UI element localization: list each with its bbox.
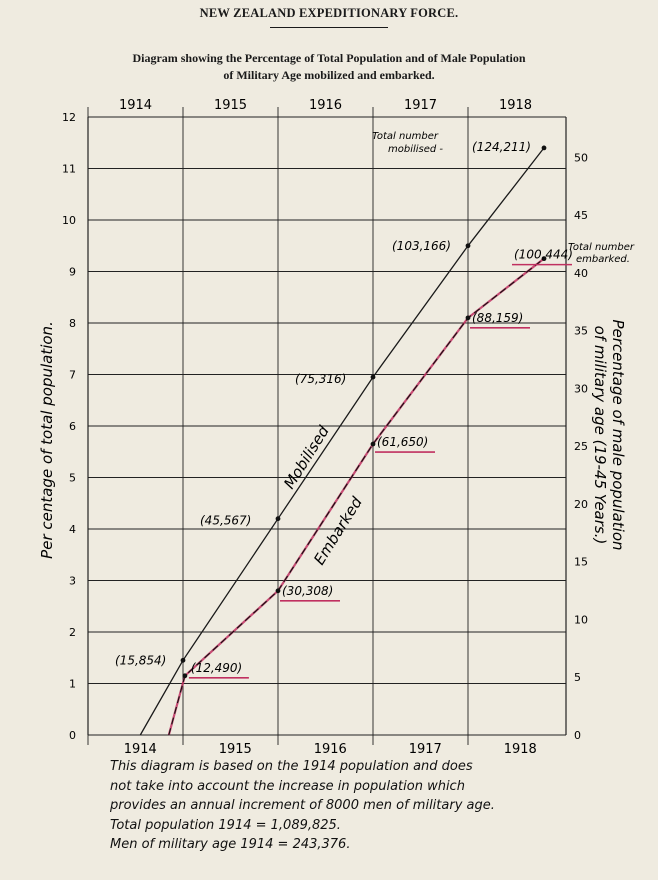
- tick-label-bottom: 1918: [504, 742, 537, 757]
- tick-label-left: 12: [62, 111, 76, 124]
- tick-label-right: 45: [574, 209, 588, 222]
- tick-label-left: 3: [69, 575, 76, 588]
- tick-label-top: 1916: [309, 98, 342, 113]
- data-point: [180, 657, 186, 663]
- tick-label-left: 4: [69, 523, 76, 536]
- title-underline: [270, 27, 388, 28]
- tick-label-right: 0: [574, 729, 581, 742]
- tick-label-right: 35: [574, 325, 588, 338]
- annotation-total-embarked-2: embarked.: [576, 254, 630, 265]
- tick-label-bottom: 1915: [219, 742, 252, 757]
- data-label-mobilised: (75,316): [295, 372, 346, 386]
- subtitle-line-1: Diagram showing the Percentage of Total …: [132, 51, 526, 65]
- chart-grid: [87, 116, 567, 736]
- data-label-embarked: (61,650): [377, 435, 428, 449]
- tick-label-left: 2: [69, 626, 76, 639]
- tick-label-left: 7: [69, 369, 76, 382]
- data-point: [370, 374, 376, 380]
- tick-label-right: 30: [574, 382, 588, 395]
- tick-label-left: 1: [69, 678, 76, 691]
- y-axis-title-right-2: of military age (19-45 Years.): [591, 326, 609, 545]
- data-point: [182, 673, 188, 679]
- tick-label-right: 25: [574, 440, 588, 453]
- series-label-embarked: Embarked: [310, 493, 366, 568]
- tick-label-left: 11: [62, 163, 76, 176]
- series-line-mobilised: [139, 147, 545, 736]
- data-point: [465, 243, 471, 249]
- footnote-line-5: Men of military age 1914 = 243,376.: [110, 837, 351, 852]
- data-label-embarked: (12,490): [191, 661, 242, 675]
- chart-axes: [87, 107, 469, 745]
- data-label-mobilised: (45,567): [200, 514, 251, 528]
- data-label-mobilised: (103,166): [392, 239, 451, 253]
- tick-label-left: 10: [62, 214, 76, 227]
- chart-subtitle: Diagram showing the Percentage of Total …: [40, 50, 618, 84]
- data-point: [275, 588, 281, 594]
- data-point: [541, 145, 547, 151]
- tick-label-left: 9: [69, 266, 76, 279]
- tick-label-right: 5: [574, 671, 581, 684]
- tick-label-top: 1915: [214, 98, 247, 113]
- footnote-line-1: This diagram is based on the 1914 popula…: [110, 759, 473, 774]
- data-label-mobilised: (15,854): [115, 653, 166, 667]
- tick-label-bottom: 1914: [124, 742, 157, 757]
- tick-label-bottom: 1916: [314, 742, 347, 757]
- tick-label-top: 1918: [499, 98, 532, 113]
- data-point: [465, 315, 471, 321]
- data-point: [275, 516, 281, 522]
- tick-label-top: 1914: [119, 98, 152, 113]
- annotation-total-embarked-1: Total number: [568, 242, 635, 253]
- annotation-total-mobilised-2: mobilised -: [388, 144, 443, 155]
- chart-title: NEW ZEALAND EXPEDITIONARY FORCE.: [199, 6, 459, 20]
- subtitle-line-2: of Military Age mobilized and embarked.: [223, 68, 435, 82]
- series-label-mobilised: Mobilised: [280, 422, 333, 492]
- tick-label-right: 10: [574, 613, 588, 626]
- data-point: [541, 256, 547, 262]
- data-label-mobilised: (124,211): [472, 140, 531, 154]
- data-label-embarked: (88,159): [472, 311, 523, 325]
- tick-label-right: 15: [574, 556, 588, 569]
- data-label-embarked: (30,308): [282, 584, 333, 598]
- y-axis-title-left: Per centage of total population.: [38, 321, 56, 559]
- tick-label-left: 5: [69, 472, 76, 485]
- tick-label-left: 6: [69, 420, 76, 433]
- y-axis-title-right-1: Percentage of male population: [609, 319, 627, 550]
- chart-labels: 0123456789101112051015202530354045501914…: [38, 98, 635, 757]
- tick-label-left: 8: [69, 317, 76, 330]
- footnote: This diagram is based on the 1914 popula…: [110, 757, 650, 855]
- annotation-total-mobilised-1: Total number: [372, 131, 439, 142]
- tick-label-right: 40: [574, 267, 588, 280]
- tick-label-left: 0: [69, 729, 76, 742]
- tick-label-top: 1917: [404, 98, 437, 113]
- footnote-line-2: not take into account the increase in po…: [110, 778, 465, 794]
- series-line-embarked: [167, 257, 545, 736]
- footnote-line-3: provides an annual increment of 8000 men…: [110, 798, 495, 813]
- tick-label-right: 20: [574, 498, 588, 511]
- chart-series: [139, 145, 547, 736]
- data-label-embarked: (100,444): [514, 248, 573, 262]
- data-point: [370, 441, 376, 447]
- tick-label-right: 50: [574, 151, 588, 164]
- tick-label-bottom: 1917: [409, 742, 442, 757]
- footnote-line-4: Total population 1914 = 1,089,825.: [110, 817, 341, 833]
